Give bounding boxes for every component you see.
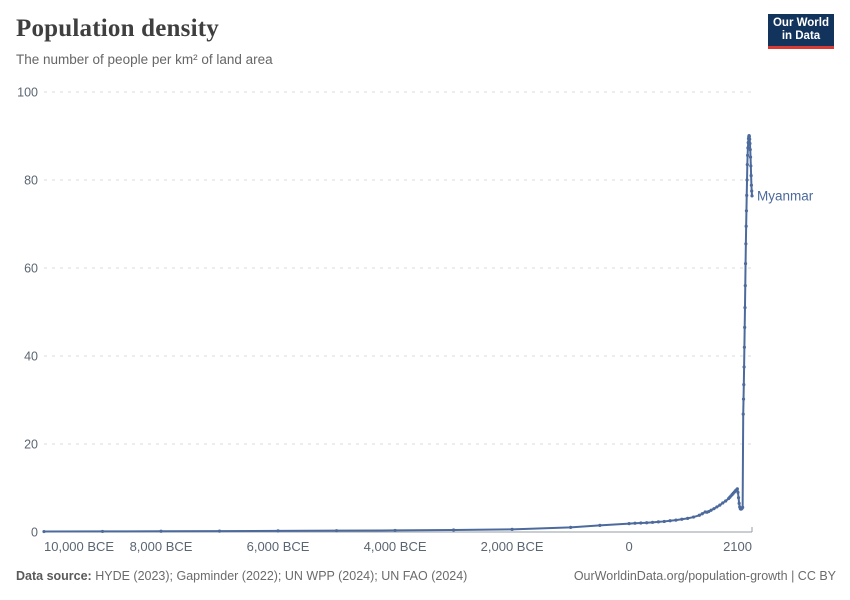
x-tick-label-4-000-BCE: 4,000 BCE xyxy=(364,539,427,554)
x-tick-label-10-000-BCE: 10,000 BCE xyxy=(44,539,114,554)
myanmar-data-point xyxy=(645,521,649,525)
myanmar-data-point xyxy=(718,503,722,507)
myanmar-data-point xyxy=(451,528,456,532)
myanmar-data-point xyxy=(656,520,660,524)
myanmar-data-point xyxy=(736,490,740,494)
myanmar-data-point xyxy=(749,174,753,178)
attribution-link[interactable]: OurWorldinData.org/population-growth | C… xyxy=(573,569,836,583)
myanmar-data-point xyxy=(745,178,749,182)
myanmar-data-point xyxy=(668,519,672,523)
myanmar-data-point xyxy=(334,529,339,533)
myanmar-data-point xyxy=(393,528,397,533)
myanmar-data-point xyxy=(743,284,747,288)
myanmar-data-point xyxy=(748,137,752,141)
x-tick-label-0: 0 xyxy=(626,539,633,554)
myanmar-data-point xyxy=(707,509,711,514)
myanmar-data-point xyxy=(598,523,602,528)
myanmar-data-point xyxy=(745,163,749,167)
myanmar-data-point xyxy=(697,513,701,517)
myanmar-data-point xyxy=(741,397,746,401)
myanmar-data-point xyxy=(746,146,750,150)
myanmar-data-point xyxy=(633,521,637,525)
myanmar-data-point xyxy=(746,153,750,157)
y-tick-label-40: 40 xyxy=(24,349,38,363)
y-tick-label-60: 60 xyxy=(24,261,38,275)
myanmar-data-point xyxy=(748,155,753,159)
myanmar-data-point xyxy=(750,189,754,193)
myanmar-data-point xyxy=(745,193,749,197)
myanmar-data-point xyxy=(743,262,748,266)
y-tick-label-80: 80 xyxy=(24,173,38,187)
x-tick-label-8-000-BCE: 8,000 BCE xyxy=(130,539,193,554)
myanmar-data-point xyxy=(724,499,728,503)
myanmar-data-point xyxy=(691,515,696,519)
myanmar-data-point xyxy=(743,325,747,329)
myanmar-data-point xyxy=(749,164,753,168)
myanmar-data-point xyxy=(742,365,746,369)
myanmar-data-point xyxy=(700,512,704,516)
myanmar-data-point xyxy=(217,529,222,533)
myanmar-data-point xyxy=(744,209,749,213)
myanmar-data-point xyxy=(749,183,754,187)
y-tick-label-0: 0 xyxy=(31,525,38,539)
x-tick-label-6-000-BCE: 6,000 BCE xyxy=(247,539,310,554)
myanmar-data-point xyxy=(715,505,719,509)
data-source: Data source: HYDE (2023); Gapminder (202… xyxy=(16,569,467,583)
myanmar-data-point xyxy=(721,501,725,505)
myanmar-data-point xyxy=(159,529,163,533)
myanmar-data-point xyxy=(639,521,643,525)
y-tick-label-20: 20 xyxy=(24,437,38,451)
myanmar-line[interactable] xyxy=(43,134,753,533)
myanmar-data-point xyxy=(744,224,748,228)
myanmar-data-point xyxy=(100,529,105,534)
myanmar-data-point xyxy=(737,501,741,505)
myanmar-data-point xyxy=(750,194,754,198)
myanmar-data-point xyxy=(744,242,748,246)
myanmar-data-point xyxy=(680,517,684,521)
myanmar-data-point xyxy=(627,522,631,526)
myanmar-data-point xyxy=(674,518,678,522)
page-title: Population density xyxy=(16,15,219,42)
myanmar-data-point xyxy=(735,487,739,491)
chart-subtitle: The number of people per km² of land are… xyxy=(16,52,273,67)
myanmar-data-point xyxy=(709,508,713,512)
myanmar-data-point xyxy=(650,520,655,524)
myanmar-data-point xyxy=(747,134,751,139)
owid-logo[interactable]: Our World in Data xyxy=(768,14,834,49)
myanmar-data-point xyxy=(741,505,745,509)
myanmar-data-point xyxy=(686,516,690,520)
series-label-myanmar[interactable]: Myanmar xyxy=(757,188,814,203)
chart-footer: Data source: HYDE (2023); Gapminder (202… xyxy=(16,569,836,583)
y-tick-label-100: 100 xyxy=(17,85,38,99)
myanmar-data-point xyxy=(736,496,741,500)
myanmar-data-point xyxy=(741,412,745,416)
myanmar-data-point xyxy=(748,141,752,146)
x-tick-label-2-000-BCE: 2,000 BCE xyxy=(481,539,544,554)
myanmar-data-point xyxy=(712,507,716,511)
myanmar-data-point xyxy=(742,383,746,387)
myanmar-data-point xyxy=(276,529,280,533)
myanmar-data-point xyxy=(510,527,514,531)
myanmar-data-point xyxy=(662,519,666,524)
owid-logo-line2: in Data xyxy=(781,30,821,42)
myanmar-data-point xyxy=(42,529,46,534)
data-source-text: HYDE (2023); Gapminder (2022); UN WPP (2… xyxy=(91,569,468,583)
owid-logo-line1: Our World xyxy=(772,16,829,29)
data-source-label: Data source: xyxy=(16,569,92,583)
myanmar-data-point xyxy=(742,345,746,349)
myanmar-data-point xyxy=(743,306,747,310)
x-tick-label-2100: 2100 xyxy=(723,539,752,554)
myanmar-data-point xyxy=(569,525,573,529)
myanmar-data-point xyxy=(748,148,752,152)
